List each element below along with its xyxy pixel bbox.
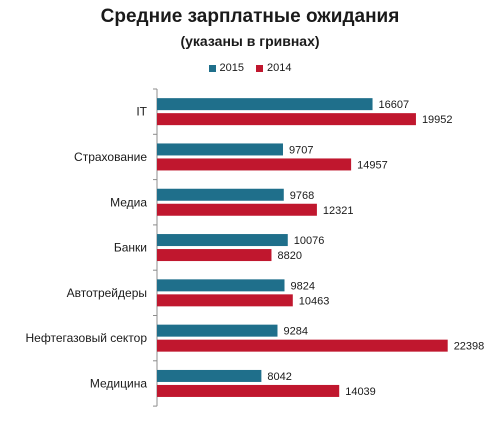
data-label: 14957 bbox=[357, 159, 388, 171]
bar-2015 bbox=[157, 279, 285, 292]
data-label: 10463 bbox=[299, 295, 330, 307]
category-label: Нефтегазовый сектор bbox=[26, 331, 148, 345]
bar-2015 bbox=[157, 234, 288, 247]
legend-label-2015: 2015 bbox=[219, 62, 244, 74]
legend-swatch-2015 bbox=[208, 64, 216, 72]
data-label: 10076 bbox=[294, 235, 325, 247]
data-label: 12321 bbox=[323, 205, 354, 217]
bar-2015 bbox=[157, 143, 283, 156]
bar-2014 bbox=[157, 339, 448, 352]
legend-item-2014: 2014 bbox=[256, 62, 291, 74]
data-label: 22398 bbox=[454, 341, 485, 353]
category-label: Медицина bbox=[90, 376, 147, 390]
data-label: 9768 bbox=[290, 190, 314, 202]
bar-2014 bbox=[157, 113, 416, 126]
category-label: Автотрейдеры bbox=[67, 286, 147, 300]
data-label: 9824 bbox=[291, 280, 315, 292]
data-label: 16607 bbox=[379, 99, 410, 111]
bar-2014 bbox=[157, 294, 293, 307]
bar-2015 bbox=[157, 324, 278, 337]
bar-2015 bbox=[157, 369, 262, 382]
chart-subtitle: (указаны в гривнах) bbox=[180, 33, 320, 49]
data-label: 14039 bbox=[345, 386, 376, 398]
bar-2014 bbox=[157, 384, 340, 397]
chart-title: Средние зарплатные ожидания bbox=[100, 6, 400, 27]
bar-2014 bbox=[157, 203, 317, 216]
legend-swatch-2014 bbox=[256, 64, 263, 72]
bar-2015 bbox=[157, 188, 284, 201]
legend-item-2015: 2015 bbox=[208, 62, 244, 74]
category-label: Медиа bbox=[110, 195, 147, 209]
data-label: 9284 bbox=[283, 326, 307, 338]
bar-2014 bbox=[157, 158, 352, 171]
data-label: 8042 bbox=[267, 371, 291, 383]
bar-2015 bbox=[157, 98, 373, 111]
legend-label-2014: 2014 bbox=[267, 62, 292, 74]
category-label: Страхование bbox=[74, 150, 147, 164]
bar-2014 bbox=[157, 249, 272, 262]
data-label: 8820 bbox=[277, 250, 301, 262]
category-label: IT bbox=[136, 105, 147, 119]
chart-legend: 2015 2014 bbox=[0, 62, 500, 74]
data-label: 19952 bbox=[422, 114, 453, 126]
category-label: Банки bbox=[114, 241, 147, 255]
data-label: 9707 bbox=[289, 144, 313, 156]
